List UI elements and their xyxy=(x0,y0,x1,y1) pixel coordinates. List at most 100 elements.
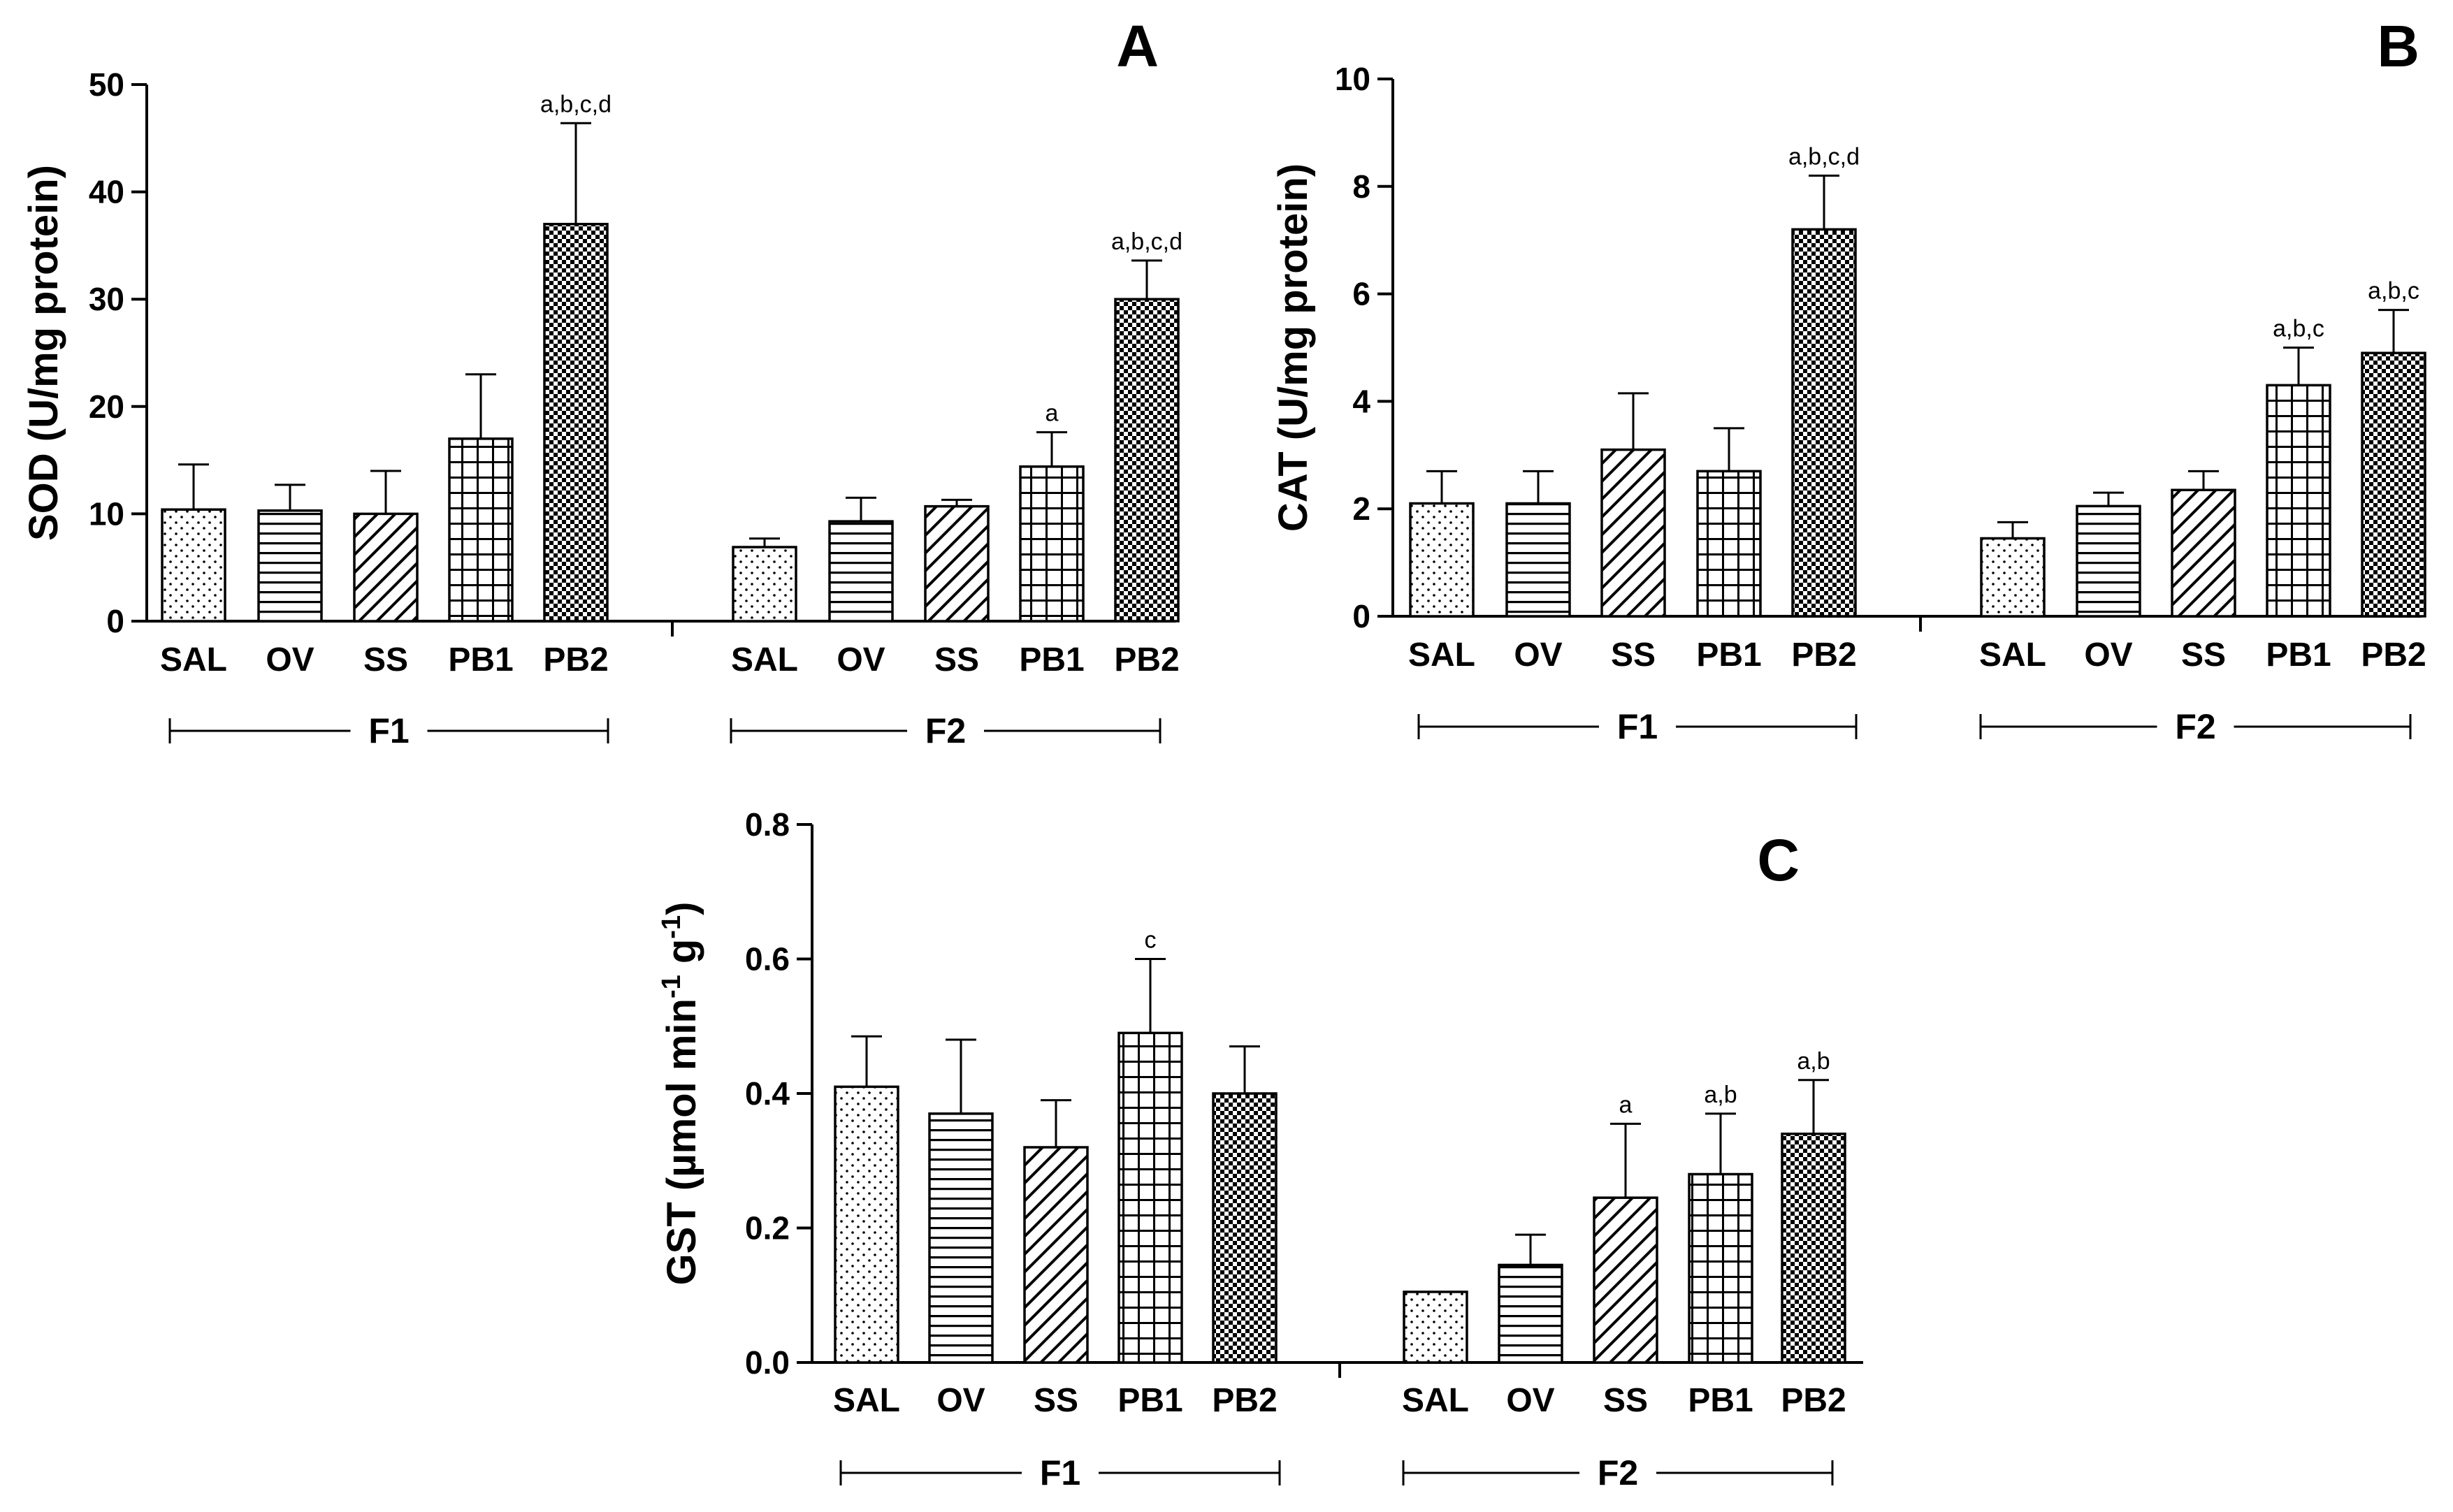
x-tick-label: PB1 xyxy=(2266,637,2331,674)
x-tick-label: PB2 xyxy=(1791,637,1856,674)
y-tick-label: 10 xyxy=(1335,61,1370,97)
bar xyxy=(1117,1031,1183,1364)
bar xyxy=(928,1112,994,1364)
bar xyxy=(2171,488,2236,618)
x-tick-label: OV xyxy=(837,641,885,678)
bar xyxy=(1019,465,1085,623)
x-tick-label: SAL xyxy=(731,641,798,678)
panel-letter: A xyxy=(1116,13,1159,79)
x-tick-label: PB1 xyxy=(1688,1382,1753,1419)
x-tick-label: SAL xyxy=(1408,637,1475,674)
x-tick-label: OV xyxy=(1506,1382,1554,1419)
bar xyxy=(2266,384,2331,618)
panel-letter: B xyxy=(2377,13,2419,79)
bar xyxy=(1791,228,1857,618)
x-tick-label: SS xyxy=(363,641,408,678)
bar xyxy=(732,546,797,623)
bar xyxy=(924,504,990,623)
x-tick-label: PB1 xyxy=(1019,641,1084,678)
x-tick-label: PB2 xyxy=(2361,637,2426,674)
y-tick-label: 8 xyxy=(1352,168,1370,205)
x-tick-label: SAL xyxy=(160,641,227,678)
panel-a: 0 10 20 30 40 50 SOD (U/mg protein) A SAL OV SS PB1… xyxy=(21,13,1182,750)
panel-c: 0.0 0.2 0.4 0.6 0.8 GST (µmol min-1 g-1) C SAL O… xyxy=(657,806,1863,1492)
y-tick-label: 10 xyxy=(89,495,124,532)
significance-label: a,b,c,d xyxy=(1111,228,1182,255)
significance-label: a,b xyxy=(1797,1048,1830,1075)
bar xyxy=(1980,537,2046,618)
y-tick-label: 30 xyxy=(89,281,124,317)
significance-label: a,b xyxy=(1704,1082,1737,1108)
x-tick-label: PB2 xyxy=(543,641,608,678)
bar xyxy=(257,509,323,623)
bar xyxy=(161,508,226,623)
bar xyxy=(2076,504,2141,618)
bar xyxy=(2361,351,2426,618)
group-label: F2 xyxy=(925,711,966,750)
bar xyxy=(1600,448,1666,618)
y-tick-label: 0.4 xyxy=(745,1075,790,1112)
x-tick-label: OV xyxy=(2084,637,2132,674)
significance-label: a,b,c xyxy=(2368,278,2419,305)
x-tick-label: SS xyxy=(1034,1382,1078,1419)
significance-label: a xyxy=(1619,1091,1633,1118)
group-label: F1 xyxy=(1617,707,1658,746)
y-tick-label: 50 xyxy=(89,66,124,103)
bar xyxy=(1781,1133,1846,1364)
significance-label: a xyxy=(1045,400,1059,427)
panel-b: 0 2 4 6 8 10 CAT (U/mg protein) B SAL OV SS PB1 a,b,… xyxy=(1271,13,2426,746)
x-tick-label: SAL xyxy=(833,1382,900,1419)
bar xyxy=(1023,1146,1089,1364)
x-tick-label: SS xyxy=(2181,637,2226,674)
x-tick-label: PB2 xyxy=(1781,1382,1846,1419)
bar xyxy=(828,520,894,623)
x-tick-label: OV xyxy=(936,1382,985,1419)
y-tick-label: 0 xyxy=(106,603,124,639)
y-tick-label: 2 xyxy=(1352,490,1370,527)
bar xyxy=(1409,502,1475,618)
bar xyxy=(543,222,609,623)
y-axis-label: SOD (U/mg protein) xyxy=(21,165,66,541)
panel-letter: C xyxy=(1757,827,1800,893)
x-tick-label: SS xyxy=(1611,637,1656,674)
group-label: F2 xyxy=(1598,1453,1638,1492)
significance-label: c xyxy=(1145,927,1157,954)
bar xyxy=(1593,1196,1658,1364)
bar xyxy=(1688,1172,1753,1364)
bar xyxy=(1114,298,1180,623)
significance-label: a,b,c,d xyxy=(540,91,612,117)
y-tick-label: 4 xyxy=(1352,383,1370,419)
y-tick-label: 6 xyxy=(1352,276,1370,312)
x-tick-label: OV xyxy=(266,641,314,678)
significance-label: a,b,c xyxy=(2273,316,2324,342)
y-tick-label: 0 xyxy=(1352,598,1370,634)
x-tick-label: SS xyxy=(1603,1382,1648,1419)
x-tick-label: SAL xyxy=(1979,637,2046,674)
x-tick-label: SS xyxy=(934,641,979,678)
group-label: F1 xyxy=(1040,1453,1080,1492)
y-tick-label: 0.2 xyxy=(745,1210,790,1246)
significance-label: a,b,c,d xyxy=(1788,143,1860,170)
bar xyxy=(834,1085,899,1364)
x-tick-label: PB1 xyxy=(448,641,513,678)
y-axis-label: GST (µmol min-1 g-1) xyxy=(657,902,704,1286)
group-label: F1 xyxy=(368,711,409,750)
bar xyxy=(1403,1291,1468,1364)
x-tick-label: OV xyxy=(1514,637,1562,674)
y-tick-label: 20 xyxy=(89,388,124,425)
bar xyxy=(1498,1263,1563,1364)
x-tick-label: PB1 xyxy=(1117,1382,1182,1419)
y-tick-label: 0.6 xyxy=(745,941,790,977)
y-axis-label: CAT (U/mg protein) xyxy=(1271,163,1316,532)
bar xyxy=(353,512,419,623)
bar xyxy=(1212,1092,1278,1364)
x-tick-label: PB2 xyxy=(1212,1382,1277,1419)
x-tick-label: SAL xyxy=(1402,1382,1469,1419)
bar xyxy=(1696,470,1762,618)
group-label: F2 xyxy=(2175,707,2215,746)
x-tick-label: PB1 xyxy=(1696,637,1761,674)
y-tick-label: 0.8 xyxy=(745,806,790,843)
bar xyxy=(1505,502,1571,618)
bar xyxy=(448,437,514,623)
